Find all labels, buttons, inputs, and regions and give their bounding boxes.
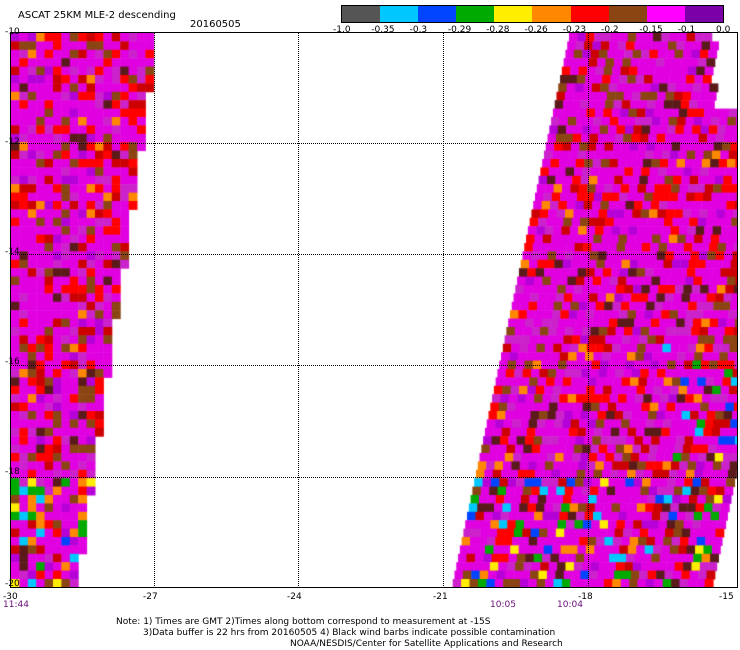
- colorbar-tick-label: -1.0: [333, 25, 351, 35]
- colorbar-tick-label: -0.26: [524, 25, 548, 35]
- map-title: ASCAT 25KM MLE-2 descending: [18, 10, 176, 21]
- colorbar-tick-label: -0.15: [639, 25, 663, 35]
- lat-label-18: -18: [5, 467, 20, 477]
- lat-label-14: -14: [5, 247, 20, 257]
- lat-label-16: -16: [5, 357, 20, 367]
- grid-line-latitude: [10, 254, 738, 255]
- lat-label-12: -12: [5, 137, 20, 147]
- colorbar-segment: [646, 6, 685, 22]
- lon-label-24: -24: [287, 592, 302, 602]
- lon-label-27: -27: [143, 592, 158, 602]
- wind-swath-cells: [11, 33, 737, 587]
- colorbar-tick-label: 0.0: [716, 25, 731, 35]
- colorbar-segment: [342, 6, 381, 22]
- map-date: 20160505: [190, 19, 241, 30]
- lon-label-30: -30: [3, 592, 18, 602]
- colorbar: [341, 5, 724, 23]
- colorbar-tick-label: -0.1: [677, 25, 696, 35]
- colorbar-segment: [608, 6, 647, 22]
- colorbar-segment: [570, 6, 609, 22]
- lon-label-21: -21: [433, 592, 448, 602]
- colorbar-tick-label: -0.23: [562, 25, 587, 35]
- colorbar-tick-label: -0.28: [486, 25, 510, 35]
- time-label-west: 11:44: [3, 600, 29, 610]
- grid-line-longitude: [443, 32, 444, 588]
- grid-line-latitude: [10, 477, 738, 478]
- colorbar-segment: [494, 6, 533, 22]
- grid-line-latitude: [10, 143, 738, 144]
- note-line-2: 3)Data buffer is 22 hrs from 20160505 4)…: [143, 628, 556, 638]
- grid-line-longitude: [154, 32, 155, 588]
- colorbar-segment: [684, 6, 723, 22]
- colorbar-segment: [456, 6, 495, 22]
- lon-label-15: -15: [719, 592, 734, 602]
- colorbar-segment: [418, 6, 457, 22]
- time-label-east-2: 10:04: [557, 600, 583, 610]
- colorbar-tick-label: -0.2: [601, 25, 619, 35]
- grid-line-longitude: [298, 32, 299, 588]
- colorbar-tick-label: -0.3: [409, 25, 428, 35]
- grid-line-latitude: [10, 365, 738, 366]
- lon-label-18: -18: [578, 592, 593, 602]
- colorbar-tick-label: -0.35: [371, 25, 395, 35]
- lat-label-10: -10: [5, 27, 20, 37]
- note-line-3: NOAA/NESDIS/Center for Satellite Applica…: [290, 639, 563, 649]
- grid-line-longitude: [588, 32, 589, 588]
- lat-label-20: -20: [5, 579, 20, 589]
- colorbar-segment: [380, 6, 419, 22]
- colorbar-segment: [532, 6, 571, 22]
- note-line-1: Note: 1) Times are GMT 2)Times along bot…: [116, 617, 491, 627]
- colorbar-tick-label: -0.29: [447, 25, 472, 35]
- map-plot-area: [10, 32, 738, 588]
- time-label-east-1: 10:05: [490, 600, 516, 610]
